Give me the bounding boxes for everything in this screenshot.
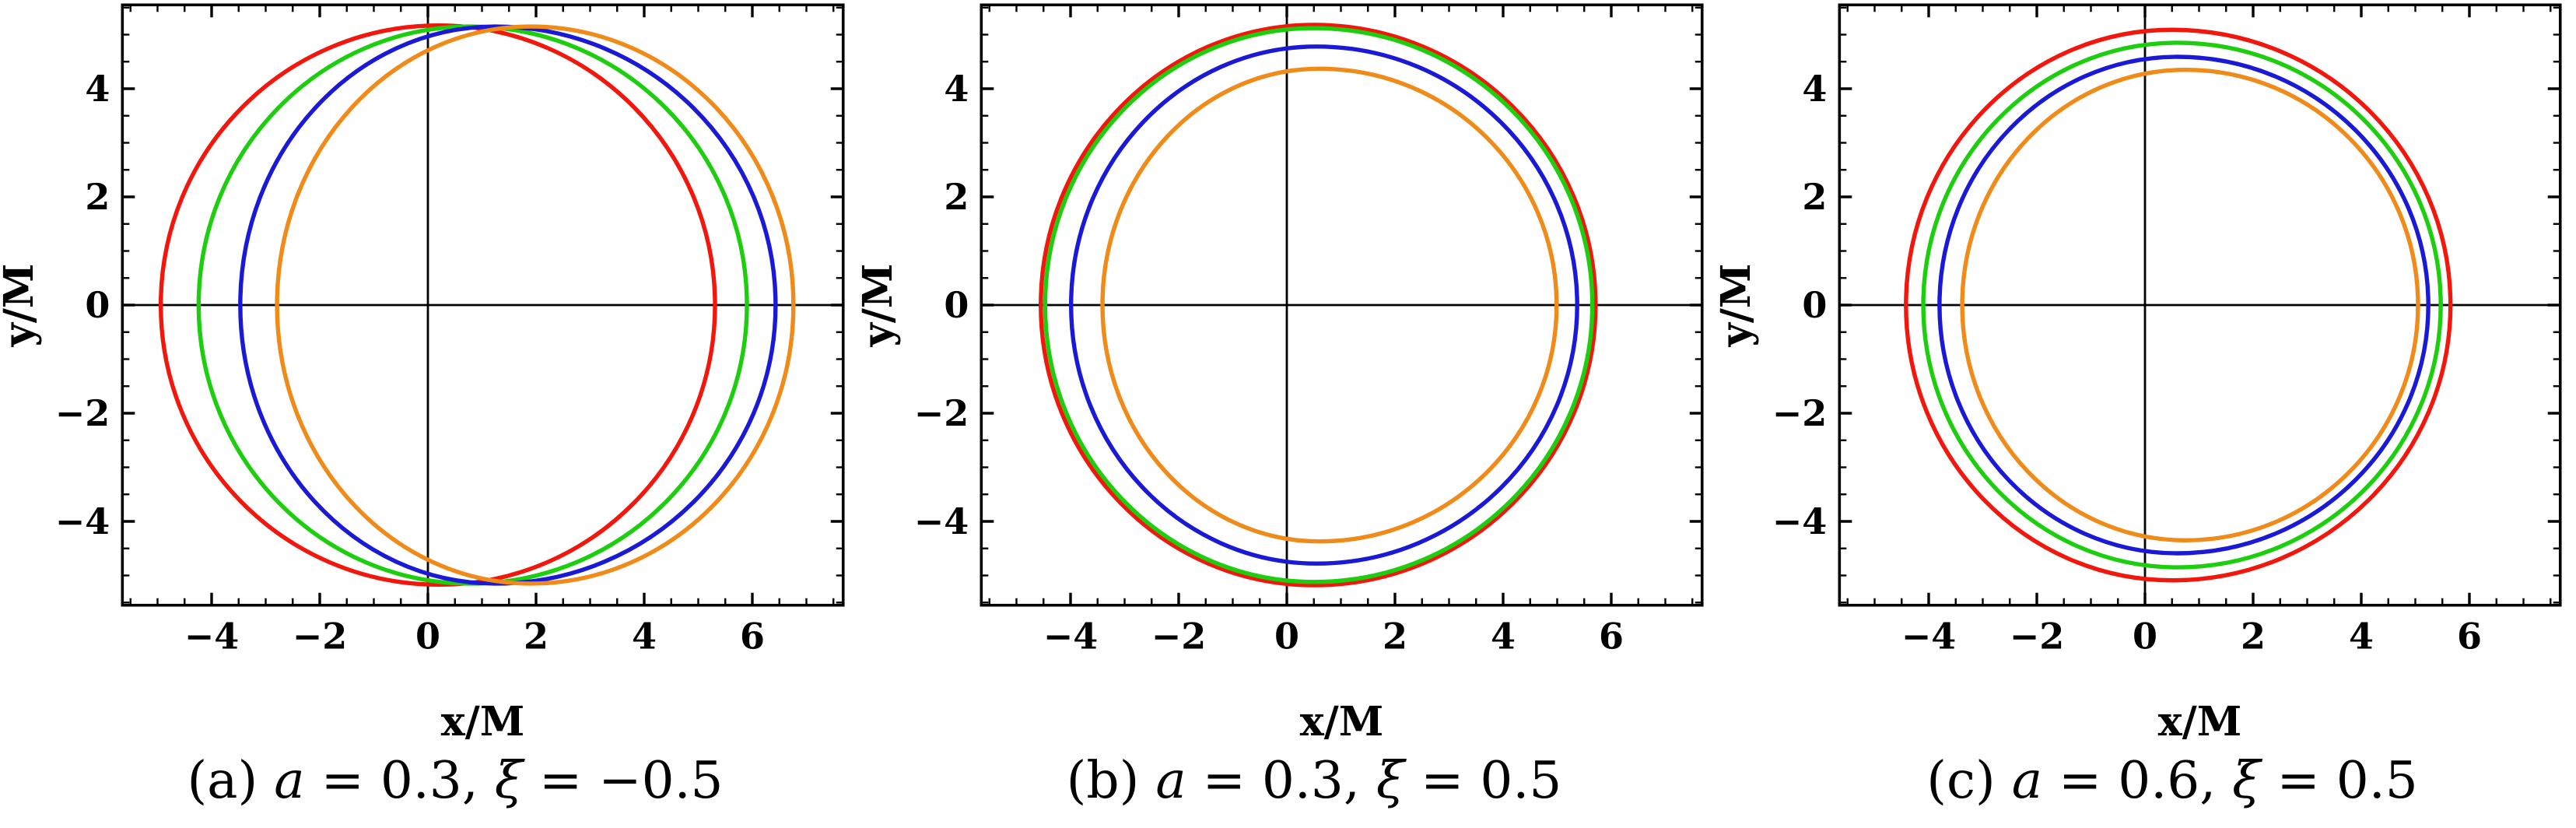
shadow-curve-blue xyxy=(1068,44,1579,566)
x-axis-label: x/M xyxy=(441,698,525,746)
ticks xyxy=(122,5,843,605)
y-tick-label: −4 xyxy=(55,500,110,542)
x-tick-label: 6 xyxy=(740,616,765,658)
x-tick-label: 4 xyxy=(632,616,657,658)
x-axis-label: x/M xyxy=(2158,698,2242,746)
y-tick-label: 0 xyxy=(1803,284,1828,326)
x-tick-label: 6 xyxy=(1599,616,1624,658)
y-tick-label: 2 xyxy=(1803,176,1828,218)
x-tick-label: 4 xyxy=(2349,616,2374,658)
ticks xyxy=(980,5,1702,605)
plot-b: −4 −2 0 2 4 6 −4 −2 0 2 4 x/M y/M (b) a = 0.3, ξ = 0.… xyxy=(859,3,1704,810)
shadow-curve-orange xyxy=(1960,67,2420,543)
x-tick-label: −2 xyxy=(1151,616,1206,658)
shadow-curve-blue xyxy=(1937,54,2431,556)
y-tick-label: 0 xyxy=(944,284,969,326)
y-axis-label: y/M xyxy=(859,264,902,348)
ticks xyxy=(1839,5,2561,605)
caption-a: (a) a = 0.3, ξ = −0.5 xyxy=(187,750,723,810)
panel-a: −4 −2 0 2 4 6 −4 −2 0 2 4 x/M y/M (a) a = 0.3, ξ = −0… xyxy=(0,0,859,828)
y-tick-label: −4 xyxy=(1772,500,1828,542)
x-tick-label: 2 xyxy=(2241,616,2266,658)
plot-a: −4 −2 0 2 4 6 −4 −2 0 2 4 x/M y/M (a) a = 0.3, ξ = −0… xyxy=(0,3,845,810)
y-tick-label: −2 xyxy=(913,392,969,434)
y-axis-label: y/M xyxy=(1717,264,1760,348)
x-tick-label: 2 xyxy=(524,616,548,658)
panel-b: −4 −2 0 2 4 6 −4 −2 0 2 4 x/M y/M (b) a = 0.3, ξ = 0.… xyxy=(859,0,1718,828)
x-axis-label: x/M xyxy=(1299,698,1383,746)
y-tick-label: 4 xyxy=(944,68,969,110)
y-tick-label: 4 xyxy=(1803,68,1828,110)
y-tick-label: −2 xyxy=(55,392,110,434)
shadow-curve-red xyxy=(1904,27,2453,583)
y-tick-label: 2 xyxy=(85,176,110,218)
y-axis-label: y/M xyxy=(0,264,43,348)
shadow-curve-green xyxy=(1921,40,2444,570)
x-tick-label: 0 xyxy=(1274,616,1299,658)
x-tick-label: −2 xyxy=(293,616,348,658)
shadow-curve-blue xyxy=(238,24,778,586)
x-tick-label: 0 xyxy=(415,616,440,658)
plot-c: −4 −2 0 2 4 6 −4 −2 0 2 4 x/M y/M (c) a = 0.6, ξ = 0.… xyxy=(1717,3,2562,810)
caption-b: (b) a = 0.3, ξ = 0.5 xyxy=(1066,750,1561,810)
y-tick-label: 4 xyxy=(85,68,110,110)
shadow-curve-orange xyxy=(1099,66,1559,544)
y-tick-label: −4 xyxy=(913,500,969,542)
y-tick-label: 0 xyxy=(85,284,110,326)
x-tick-label: 0 xyxy=(2133,616,2157,658)
x-tick-label: −4 xyxy=(184,616,240,658)
x-tick-label: −4 xyxy=(1901,616,1957,658)
panel-c: −4 −2 0 2 4 6 −4 −2 0 2 4 x/M y/M (c) a = 0.6, ξ = 0.… xyxy=(1717,0,2576,828)
x-tick-label: 4 xyxy=(1491,616,1516,658)
y-tick-label: −2 xyxy=(1772,392,1828,434)
caption-c: (c) a = 0.6, ξ = 0.5 xyxy=(1927,750,2418,810)
x-tick-label: 2 xyxy=(1383,616,1407,658)
y-tick-label: 2 xyxy=(944,176,969,218)
x-tick-label: 6 xyxy=(2457,616,2482,658)
x-tick-label: −4 xyxy=(1043,616,1098,658)
shadow-curve-red xyxy=(158,23,717,588)
x-tick-label: −2 xyxy=(2010,616,2065,658)
shadow-curve-green xyxy=(1043,26,1595,584)
shadow-curve-orange xyxy=(275,24,796,586)
shadow-curve-red xyxy=(1038,23,1598,588)
